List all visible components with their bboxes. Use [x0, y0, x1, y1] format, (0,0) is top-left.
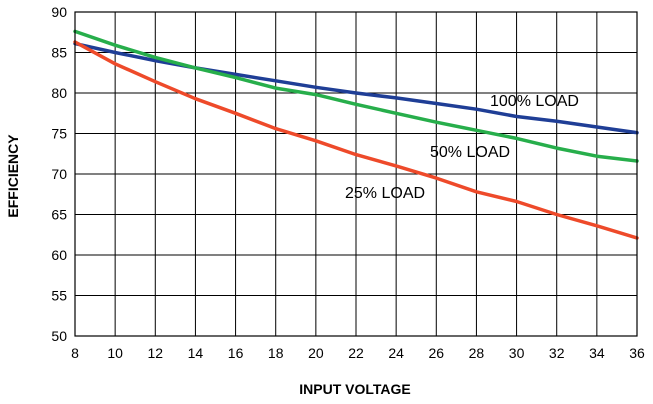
series-line-1 — [73, 29, 639, 163]
x-tick-label: 18 — [268, 345, 284, 361]
x-tick-label: 20 — [308, 345, 324, 361]
series-lines — [73, 29, 639, 240]
y-tick-label: 50 — [51, 328, 67, 344]
x-tick-label: 16 — [228, 345, 244, 361]
series-line-0 — [73, 41, 639, 135]
y-tick-label: 55 — [51, 288, 67, 304]
series-label-2: 25% LOAD — [345, 185, 425, 202]
x-tick-label: 28 — [469, 345, 485, 361]
x-tick-label: 24 — [388, 345, 404, 361]
y-tick-label: 90 — [51, 4, 67, 20]
x-tick-label: 30 — [509, 345, 525, 361]
plot-frame — [74, 11, 638, 337]
x-tick-label: 36 — [629, 345, 645, 361]
y-tick-label: 60 — [51, 247, 67, 263]
y-axis-title: EFFICIENCY — [5, 134, 21, 218]
series-label-0: 100% LOAD — [490, 93, 579, 110]
grid — [74, 11, 638, 337]
y-tick-labels: 50 55 60 65 70 75 80 85 90 — [51, 4, 67, 344]
x-axis-title: INPUT VOLTAGE — [299, 381, 410, 397]
x-tick-labels: 8 10 12 14 16 18 20 22 24 26 28 30 32 34 36 — [71, 345, 645, 361]
x-tick-label: 22 — [348, 345, 364, 361]
series-line-2 — [73, 40, 639, 240]
y-tick-label: 85 — [51, 45, 67, 61]
series-labels: 100% LOAD 50% LOAD 25% LOAD — [345, 93, 579, 202]
y-tick-label: 80 — [51, 85, 67, 101]
x-tick-label: 10 — [107, 345, 123, 361]
x-tick-label: 12 — [147, 345, 163, 361]
x-tick-label: 14 — [188, 345, 204, 361]
series-label-1: 50% LOAD — [430, 144, 510, 161]
x-tick-label: 8 — [71, 345, 79, 361]
x-tick-label: 32 — [549, 345, 565, 361]
x-tick-label: 34 — [589, 345, 605, 361]
y-tick-label: 70 — [51, 166, 67, 182]
y-tick-label: 75 — [51, 126, 67, 142]
x-tick-label: 26 — [428, 345, 444, 361]
y-tick-label: 65 — [51, 207, 67, 223]
